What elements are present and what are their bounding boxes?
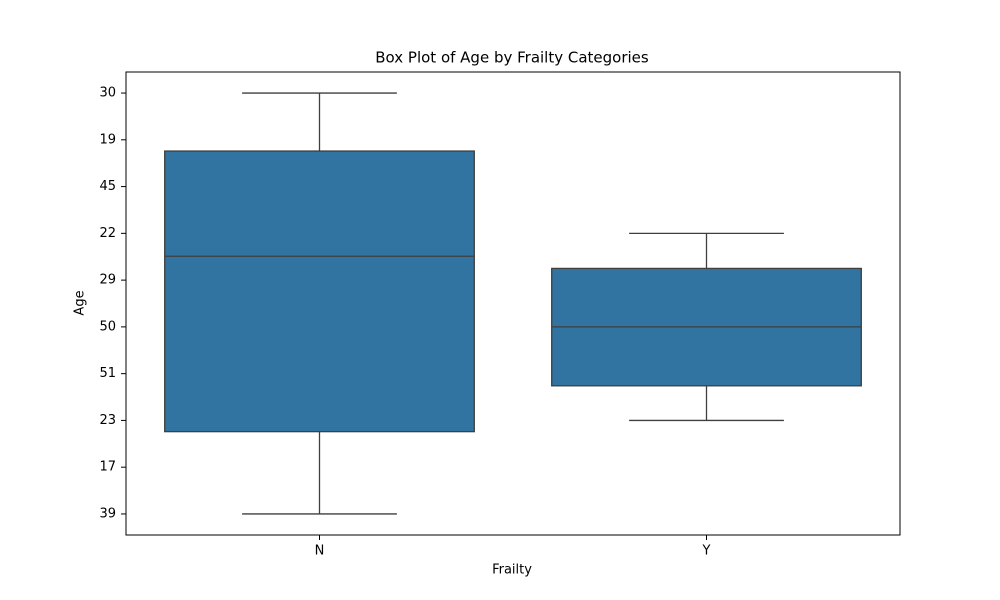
box <box>164 150 475 433</box>
y-tick-label: 23 <box>99 413 116 428</box>
y-tick-label: 30 <box>99 86 116 101</box>
chart-title: Box Plot of Age by Frailty Categories <box>375 49 649 67</box>
y-tick-label: 51 <box>99 366 116 381</box>
y-tick-label: 29 <box>99 273 116 288</box>
y-tick-label: 45 <box>99 179 116 194</box>
x-axis-label: Frailty <box>492 563 532 578</box>
y-axis-label: Age <box>73 290 88 315</box>
plot-frame <box>125 71 901 536</box>
y-tick-label: 19 <box>99 132 116 147</box>
x-tick-label: N <box>315 544 325 559</box>
y-tick-label: 17 <box>99 460 116 475</box>
y-tick-label: 22 <box>99 226 116 241</box>
y-tick-label: 39 <box>99 506 116 521</box>
y-tick-label: 50 <box>99 319 116 334</box>
x-tick-label: Y <box>702 544 711 559</box>
